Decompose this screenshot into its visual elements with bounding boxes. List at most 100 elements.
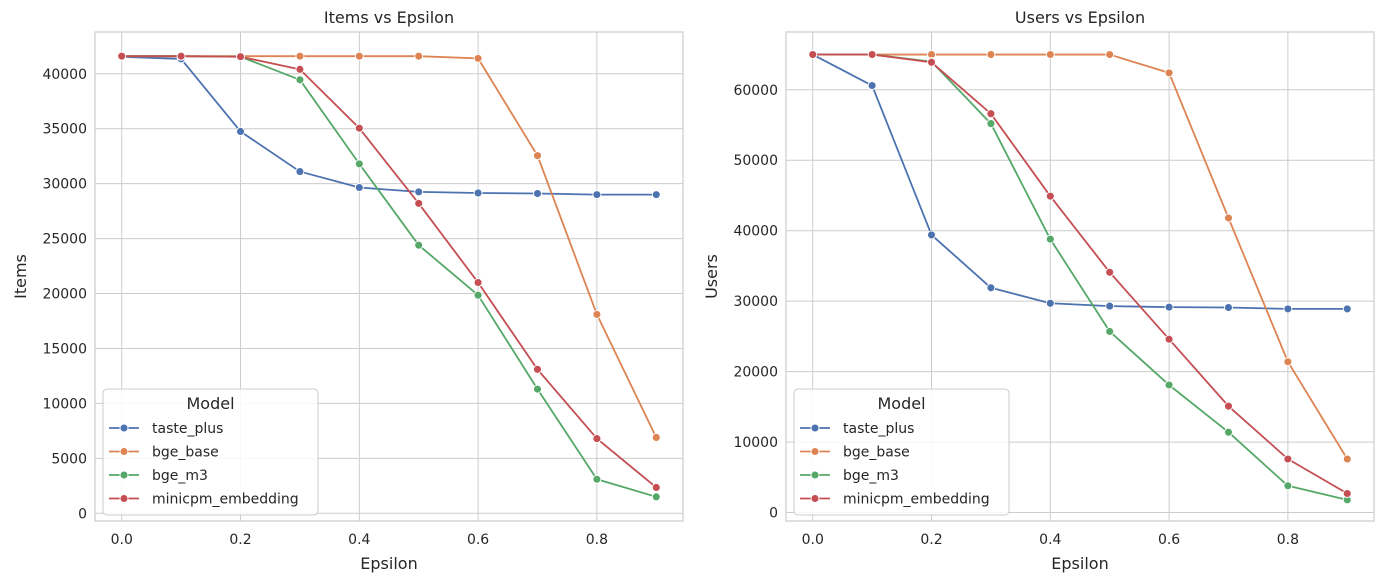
x-tick-label: 0.6 [1158, 532, 1180, 548]
data-point [592, 474, 602, 484]
data-point [927, 57, 936, 67]
data-point [295, 167, 305, 177]
data-point [808, 50, 818, 59]
data-point [354, 123, 364, 133]
data-point [1045, 50, 1055, 59]
legend-item: taste_plus [109, 421, 223, 437]
y-tick-label: 50000 [733, 153, 778, 169]
data-point [1164, 302, 1174, 312]
data-point [651, 492, 661, 502]
data-point [1342, 454, 1352, 464]
legend-item: taste_plus [800, 421, 914, 437]
y-axis-label: Items [11, 254, 30, 299]
y-tick-label: 20000 [42, 287, 87, 303]
legend-label: bge_m3 [843, 468, 899, 484]
chart-title: Users vs Epsilon [1015, 8, 1145, 27]
legend-label: bge_m3 [152, 468, 208, 484]
data-point [1045, 234, 1055, 244]
plot-frame [785, 31, 1375, 522]
legend-box [793, 388, 1010, 516]
data-point [473, 53, 483, 63]
legend-box [102, 388, 319, 516]
data-point [354, 159, 364, 169]
x-tick-label: 0.8 [586, 532, 608, 548]
y-tick-label: 10000 [733, 435, 778, 451]
legend-item: bge_base [800, 445, 910, 461]
data-point [592, 434, 602, 444]
data-point [1224, 213, 1233, 223]
data-point [1224, 303, 1233, 312]
data-point [117, 51, 127, 61]
data-point [414, 198, 424, 208]
data-point [1283, 481, 1293, 491]
legend-marker [810, 494, 820, 503]
y-tick-label: 5000 [51, 451, 87, 467]
y-tick-label: 25000 [42, 232, 87, 248]
data-point [473, 188, 483, 198]
data-point [236, 52, 245, 62]
legend-marker [810, 423, 820, 433]
legend: Model taste_plus bge_base bge_m3 minicpm_emb… [793, 388, 1010, 516]
data-point [236, 126, 245, 136]
data-point [414, 187, 424, 197]
data-point [1164, 334, 1174, 344]
items-chart: 0.0 0.2 0.4 0.6 0.8 0 5000 10000 15000 20000 25000… [11, 8, 684, 573]
data-point [651, 483, 661, 492]
y-tick-label: 30000 [42, 177, 87, 193]
data-point [354, 51, 364, 61]
data-point [1045, 298, 1055, 308]
data-point [651, 433, 661, 442]
y-tick-label: 30000 [733, 294, 778, 310]
series-line [121, 55, 658, 438]
x-tick-label: 0.0 [802, 532, 824, 548]
series-line [812, 53, 1348, 495]
data-point [295, 51, 305, 61]
legend-marker [119, 423, 129, 433]
legend-label: minicpm_embedding [843, 492, 990, 508]
x-axis-label: Epsilon [1051, 554, 1108, 573]
data-point [176, 51, 186, 61]
data-point [473, 278, 483, 287]
legend-title: Model [877, 394, 925, 413]
data-point [1105, 327, 1115, 336]
legend-item: minicpm_embedding [109, 492, 299, 508]
x-tick-label: 0.2 [229, 532, 251, 548]
legend-marker [810, 470, 820, 480]
data-point [414, 240, 424, 250]
x-axis-label: Epsilon [360, 554, 417, 573]
legend-marker [119, 494, 129, 503]
data-point [354, 183, 364, 192]
x-tick-label: 0.8 [1277, 532, 1299, 548]
y-tick-label: 0 [78, 506, 87, 522]
data-point [1045, 191, 1055, 201]
data-point [1224, 427, 1233, 437]
legend-label: bge_base [843, 445, 910, 461]
series-minicpm-embedding [117, 51, 661, 492]
y-tick-label: 35000 [42, 122, 87, 138]
data-point [473, 290, 483, 300]
series-bge-base [117, 51, 661, 442]
data-point [1105, 301, 1115, 311]
y-tick-label: 40000 [733, 224, 778, 240]
x-tick-label: 0.6 [467, 532, 489, 548]
x-tick-label: 0.4 [1039, 532, 1061, 548]
legend-marker [810, 447, 820, 456]
legend-label: minicpm_embedding [152, 492, 299, 508]
series-line [812, 53, 1349, 460]
y-tick-label: 10000 [42, 396, 87, 412]
data-point [986, 109, 996, 119]
data-point [1283, 304, 1293, 314]
data-point [592, 309, 602, 319]
y-axis-label: Users [702, 254, 721, 299]
data-point [1105, 267, 1115, 277]
legend: Model taste_plus bge_base bge_m3 minicpm_emb… [102, 388, 319, 516]
data-point [414, 51, 424, 61]
x-tick-label: 0.2 [920, 532, 942, 548]
data-point [295, 64, 305, 74]
legend-title: Model [186, 394, 234, 413]
legend-item: bge_m3 [800, 468, 899, 484]
data-point [592, 190, 602, 200]
data-point [1164, 68, 1174, 78]
series-minicpm-embedding [808, 50, 1352, 498]
data-point [1283, 357, 1293, 367]
